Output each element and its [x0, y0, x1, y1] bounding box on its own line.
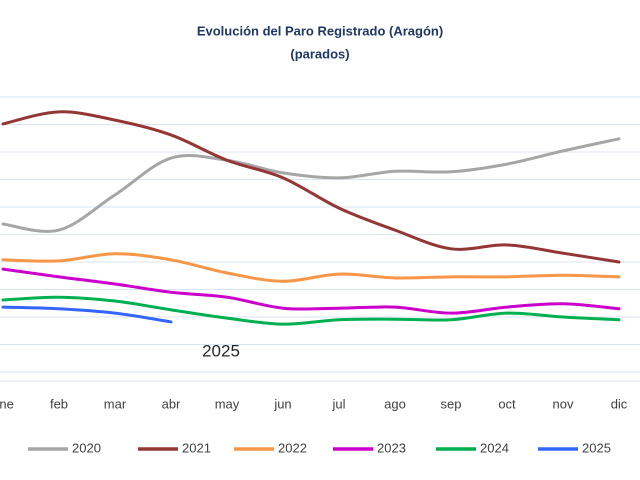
x-tick-label: jul [331, 396, 345, 411]
x-tick-label: ago [384, 396, 406, 411]
x-tick-label: may [215, 396, 240, 411]
x-tick-label: dic [611, 396, 628, 411]
legend-label: 2024 [480, 440, 509, 455]
series-line [1, 110, 621, 264]
x-tick-label: nov [553, 396, 574, 411]
x-tick-label: sep [441, 396, 462, 411]
x-tick-label: mar [104, 396, 127, 411]
chart-subtitle: (parados) [290, 46, 349, 61]
x-tick-label: ene [0, 396, 14, 411]
legend-label: 2022 [278, 440, 307, 455]
legend-label: 2021 [182, 440, 211, 455]
series-line [1, 305, 173, 324]
series-line [1, 267, 621, 315]
x-tick-label: jun [273, 396, 291, 411]
annotation: 2025 [202, 341, 240, 360]
legend-label: 2023 [377, 440, 406, 455]
series-line [1, 295, 621, 326]
x-tick-label: feb [50, 396, 68, 411]
x-tick-label: abr [162, 396, 181, 411]
series-line [1, 137, 621, 233]
legend-label: 2025 [582, 440, 611, 455]
x-tick-label: oct [498, 396, 516, 411]
chart-title: Evolución del Paro Registrado (Aragón) [197, 23, 443, 38]
legend-label: 2020 [72, 440, 101, 455]
series-line [1, 252, 621, 283]
